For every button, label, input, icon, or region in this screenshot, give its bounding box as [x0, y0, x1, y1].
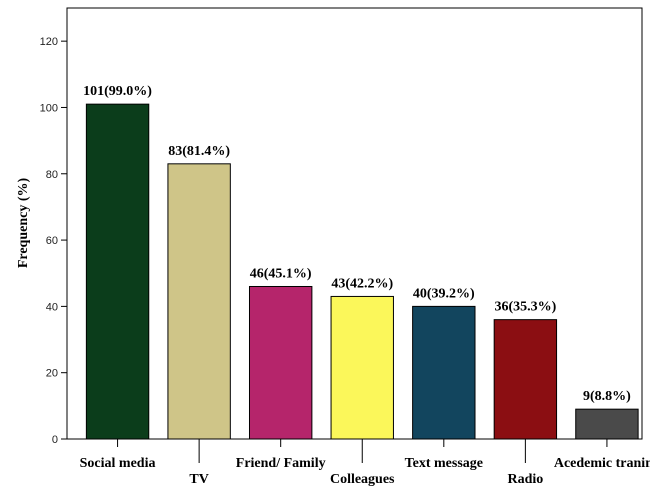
x-tick-label: TV — [189, 472, 208, 487]
bar — [248, 285, 313, 440]
y-tick-label: 20 — [46, 368, 58, 380]
y-tick-label: 60 — [46, 235, 58, 247]
data-label: 46(45.1%) — [250, 266, 312, 281]
bar — [412, 305, 476, 440]
bar — [85, 103, 150, 440]
y-axis-title: Frequency (%) — [16, 177, 31, 268]
y-tick-label: 100 — [40, 102, 58, 114]
y-tick-label: 0 — [52, 434, 58, 446]
y-tick-label: 80 — [46, 169, 58, 181]
data-label: 83(81.4%) — [168, 144, 230, 159]
y-tick-label: 120 — [40, 36, 58, 48]
x-axis: Social media TV Friend/ Family Colleagues Te… — [80, 439, 650, 487]
data-label: 40(39.2%) — [413, 286, 475, 301]
x-tick-label: Colleagues — [330, 472, 395, 487]
data-label: 9(8.8%) — [583, 389, 631, 404]
x-tick-label: Radio — [507, 472, 543, 487]
y-axis: 0 20 40 60 80 100 120 — [40, 36, 67, 446]
bar — [167, 163, 231, 440]
x-tick-label: Social media — [80, 456, 156, 471]
x-tick-label: Text message — [405, 456, 483, 471]
x-tick-label: Friend/ Family — [236, 456, 326, 471]
data-label: 36(35.3%) — [494, 300, 556, 315]
bar — [330, 295, 394, 440]
bars: 101(99.0%) 83(81.4%) 46(45.1%) 43(42.2%) 40(… — [83, 84, 639, 440]
bar — [575, 408, 639, 440]
data-label: 43(42.2%) — [331, 276, 393, 291]
x-tick-label: Acedemic traning — [554, 456, 650, 471]
data-label: 101(99.0%) — [83, 84, 152, 99]
bar — [493, 319, 558, 440]
y-tick-label: 40 — [46, 301, 58, 313]
